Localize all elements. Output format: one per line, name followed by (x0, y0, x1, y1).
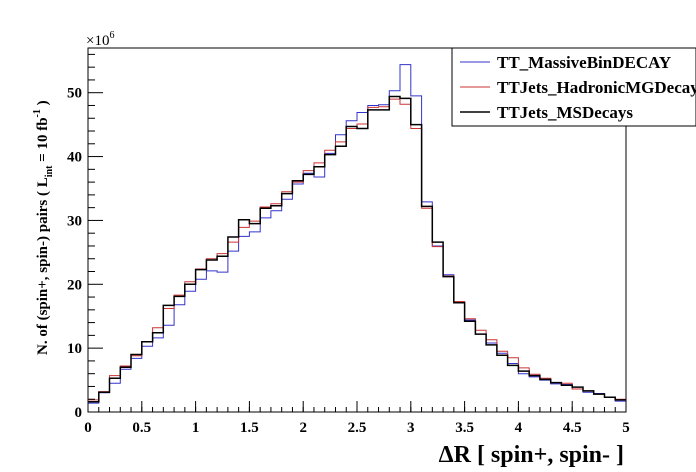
x-tick-label: 0.5 (132, 420, 151, 436)
x-tick-label: 2 (299, 420, 307, 436)
x-tick-label: 0 (84, 420, 92, 436)
x-tick-label: 2.5 (348, 420, 367, 436)
y-axis-label-sup: -1 (32, 109, 43, 117)
y-tick-label: 0 (75, 405, 83, 421)
legend-label-1: TTJets_HadronicMGDecays (497, 78, 696, 97)
y-axis-label-main: N. of (spin+, spin-) pairs ( L (35, 177, 51, 355)
x-tick-label: 3.5 (455, 420, 474, 436)
legend-box (451, 47, 696, 127)
x-tick-label: 3 (407, 420, 415, 436)
y-axis-label: N. of (spin+, spin-) pairs ( Lint = 10 f… (32, 100, 55, 355)
x-tick-label: 1.5 (240, 420, 259, 436)
y-tick-label: 20 (67, 277, 82, 293)
y-tick-label: 10 (67, 341, 82, 357)
x-tick-label: 5 (622, 420, 630, 436)
legend-label-2: TTJets_MSDecays (497, 103, 633, 122)
y-tick-label: 30 (67, 213, 82, 229)
series-line-2 (88, 95, 626, 403)
legend: TT_MassiveBinDECAY TTJets_HadronicMGDeca… (451, 47, 696, 127)
series-line-0 (88, 64, 626, 404)
y-axis-label-end: ) (35, 100, 51, 109)
y-multiplier-base: ×10 (86, 33, 109, 49)
legend-label-0: TT_MassiveBinDECAY (497, 53, 671, 72)
x-tick-label: 1 (192, 420, 200, 436)
y-tick-label: 40 (67, 150, 82, 166)
x-tick-label: 4.5 (563, 420, 582, 436)
series-line-1 (88, 98, 626, 401)
series-layer (88, 64, 626, 404)
y-multiplier-exp: 6 (109, 30, 114, 41)
y-multiplier: ×106 (86, 30, 114, 49)
x-tick-label: 4 (515, 420, 523, 436)
y-axis-label-sub: int (44, 165, 55, 177)
y-axis-label-mid: = 10 fb (35, 117, 51, 165)
y-tick-label: 50 (67, 86, 82, 102)
x-axis-label: ΔR [ spin+, spin- ] (439, 442, 624, 468)
